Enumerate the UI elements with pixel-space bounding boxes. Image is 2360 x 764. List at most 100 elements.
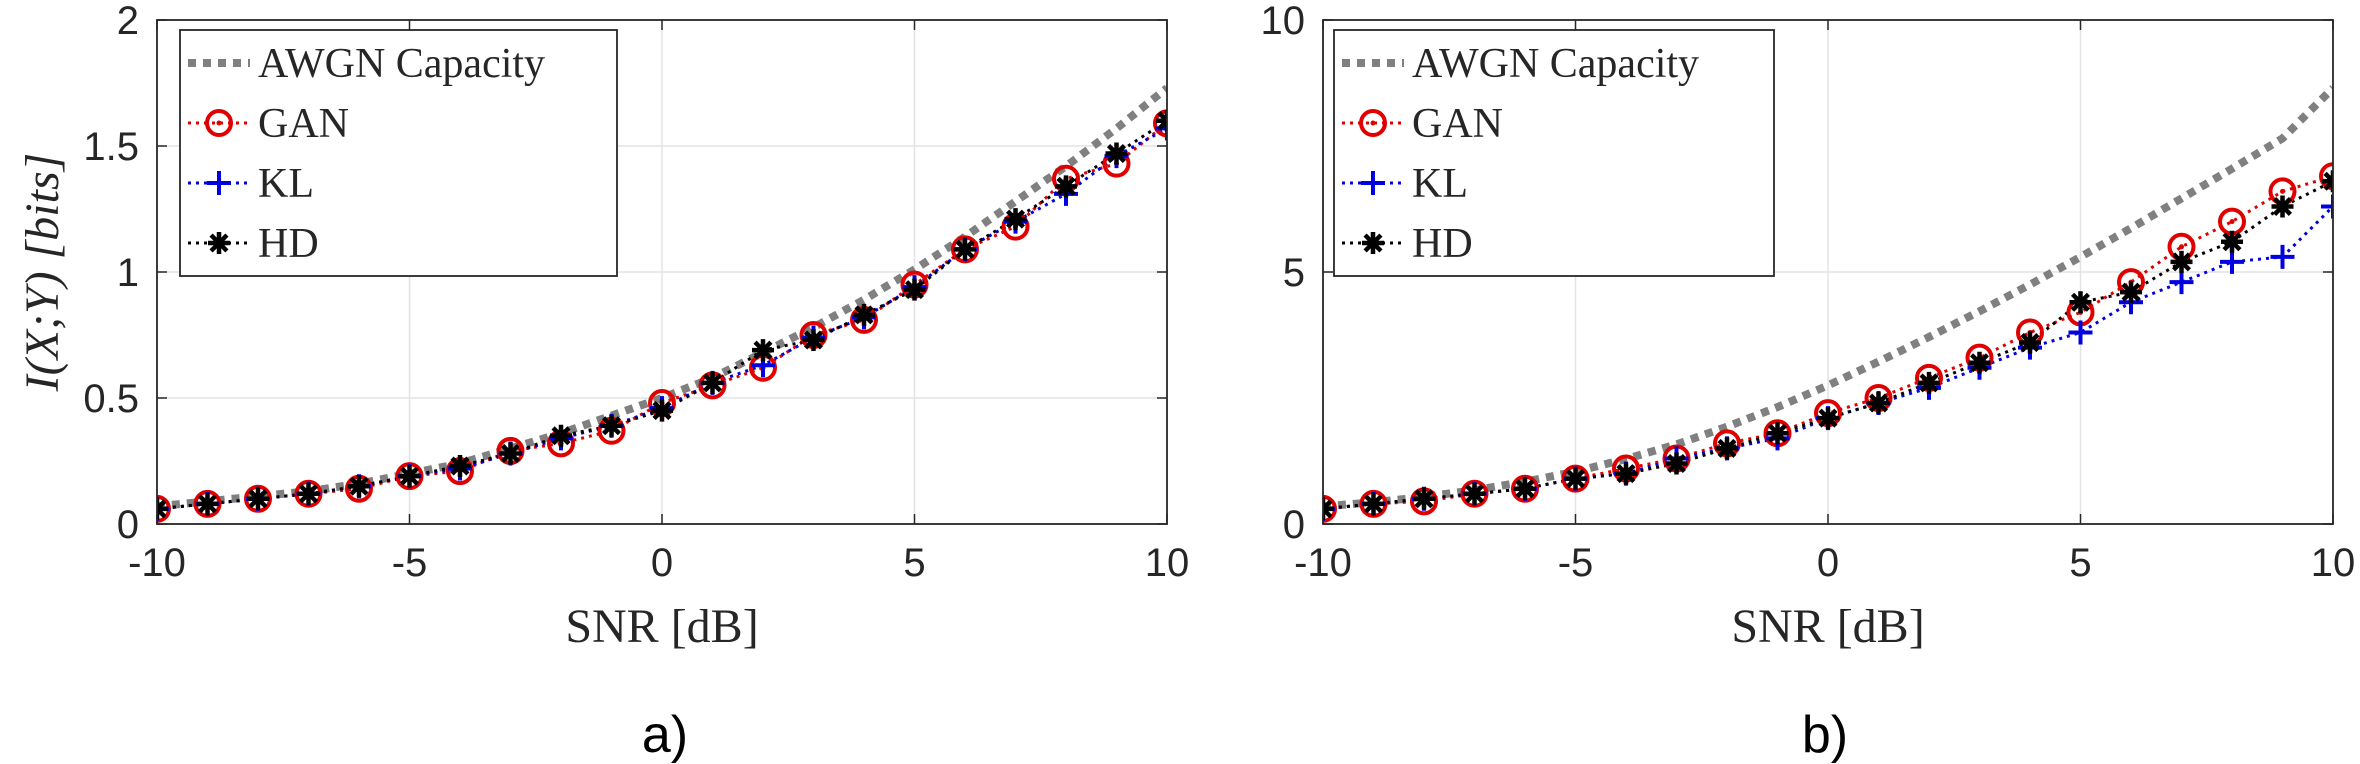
data-point-hd [1817,407,1839,430]
legend-label-hd: HD [1412,221,1473,267]
panel-b: -10 -5 0 5 10 0 5 10 SNR [dB] b) AWGN Capacity GAN K… [1261,0,2356,764]
legend-marker-kl [1361,171,1385,195]
data-point-hd [2221,230,2243,253]
legend-label-awgn-capacity: AWGN Capacity [1412,41,1699,87]
data-point-hd [1105,142,1128,165]
y-tick-label: 0.5 [83,377,139,421]
x-tick-label: -5 [1558,541,1594,585]
data-point-hd [1564,467,1587,490]
y-axis-label: I(X;Y) [bits] [16,153,69,393]
legend: AWGN Capacity GAN KL HD [1333,29,1775,277]
legend-label-awgn-capacity: AWGN Capacity [258,41,545,87]
data-point-kl [2169,270,2194,295]
data-point-gan-center [2229,219,2235,225]
data-point-hd [1867,392,1890,415]
data-point-hd [1665,452,1688,475]
data-point-hd [2069,291,2092,314]
data-point-hd [247,487,269,510]
y-tick-label: 0 [1283,503,1305,547]
legend-label-gan: GAN [258,101,349,147]
legend-marker-gan-center [216,120,222,126]
series-group [157,84,1167,523]
legend-label-hd: HD [258,221,319,267]
data-point-hd [1968,351,1991,374]
data-point-hd [600,414,623,437]
x-tick-label: 5 [2069,541,2091,585]
legend-marker-hd [1362,232,1384,254]
legend-box [179,29,618,277]
data-point-hd [1362,492,1385,515]
data-point-hd [1716,437,1738,460]
data-point-hd [1766,422,1789,445]
y-tick-label: 0 [117,503,139,547]
data-point-hd [2271,195,2294,218]
data-point-hd [1514,477,1536,500]
legend-marker-gan [205,109,233,137]
series-line-hd [157,119,1167,511]
data-point-hd [903,278,926,301]
panel-label: a) [642,706,688,764]
data-point-hd [1918,371,1940,394]
x-tick-label: 10 [1145,541,1190,585]
data-point-gan [1153,109,1167,138]
legend-marker-gan [1359,109,1387,137]
series-line-awgn-capacity [1323,85,2333,511]
data-point-gan-center [2280,188,2285,194]
data-point-hd [2019,331,2041,354]
data-point-hd [1413,487,1435,510]
x-tick-label: -10 [128,541,186,585]
y-tick-label: 2 [117,0,139,43]
axes-box [1322,19,2334,525]
y-tick-label: 10 [1261,0,1306,43]
data-point-kl [2321,194,2333,219]
data-point-hd [1055,175,1077,198]
data-point-hd [2120,281,2142,304]
legend-label-kl: KL [1412,161,1468,207]
panel-a: -10 -5 0 5 10 0 0.5 1 1.5 2 SNR [dB] I(X;Y) [bits] a… [16,0,1189,764]
legend-marker-kl [207,171,231,195]
data-point-hd [2170,250,2193,273]
data-point-kl [2270,244,2295,269]
legend-box [1333,29,1775,277]
data-point-hd [651,399,673,422]
data-point-hd [1004,208,1027,231]
y-tick-label: 1.5 [83,125,139,169]
data-point-kl [2068,320,2093,345]
data-point-hd [297,482,320,505]
data-point-hd [1463,482,1486,505]
data-point-hd [348,475,370,498]
data-point-hd [449,455,471,478]
series-line-awgn-capacity [157,84,1167,511]
x-tick-label: 5 [903,541,925,585]
data-point-hd [550,424,572,447]
legend-marker-hd [208,232,230,254]
panel-label: b) [1802,706,1848,764]
data-point-hd [954,238,976,261]
legend-marker-gan-center [1370,120,1376,126]
axes-box [156,19,1168,525]
data-point-hd [853,303,875,326]
x-tick-label: 10 [2311,541,2356,585]
legend: AWGN Capacity GAN KL HD [179,29,618,277]
x-axis-label: SNR [dB] [565,600,758,653]
data-point-hd [701,371,724,394]
series-group [1323,85,2333,523]
data-point-hd [398,465,421,488]
legend-label-gan: GAN [1412,101,1503,147]
x-tick-label: 0 [1817,541,1839,585]
x-axis-label: SNR [dB] [1731,600,1924,653]
data-point-gan [2319,162,2333,191]
data-point-kl [2220,249,2244,274]
data-point-hd [752,339,774,362]
data-point-hd [802,329,825,352]
legend-label-kl: KL [258,161,314,207]
data-point-gan-center [2179,244,2184,250]
x-tick-label: -10 [1294,541,1352,585]
data-point-hd [499,442,522,465]
data-point-hd [1615,462,1637,485]
x-tick-label: 0 [651,541,673,585]
x-tick-label: -5 [392,541,428,585]
y-tick-label: 5 [1283,251,1305,295]
y-tick-label: 1 [117,251,139,295]
